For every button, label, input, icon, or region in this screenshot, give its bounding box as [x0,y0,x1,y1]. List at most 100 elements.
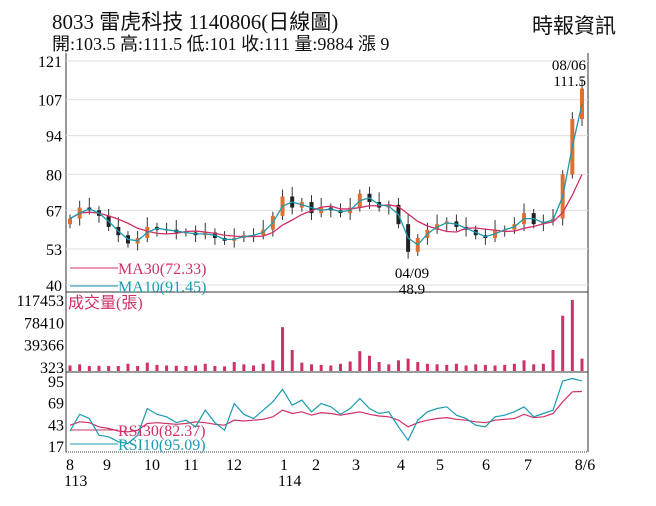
ma30-line [69,174,583,238]
volume-bar [541,363,545,371]
volume-bar [126,363,130,371]
volume-bar [396,360,400,371]
volume-bar [300,362,304,371]
volume-bar [445,364,449,371]
volume-bar [406,358,410,371]
x-tick-label: 1 [280,457,288,474]
candle-body [68,218,72,225]
volume-bar [483,364,487,371]
x-tick-label: 2 [312,457,320,474]
volume-bar [165,365,169,371]
brand-logo: 時報資訊 [532,14,616,38]
volume-bar [252,365,256,371]
x-tick-label: 7 [524,457,532,474]
volume-bar [532,364,536,371]
y-tick-label: 80 [46,167,62,184]
y-tick-label: 39366 [24,338,64,355]
volume-bar [561,315,565,371]
volume-bar [194,365,198,371]
volume-bar [271,360,275,371]
x-tick-label: 12 [226,457,242,474]
volume-bar [184,366,188,371]
y-tick-label: 69 [48,396,64,413]
volume-bar [493,365,497,371]
y-tick-label: 40 [46,278,62,295]
volume-bar [203,363,207,371]
y-tick-label: 121 [38,54,62,71]
volume-bar [464,365,468,371]
volume-bar [338,363,342,371]
volume-bar [329,365,333,371]
volume-bar [522,360,526,371]
volume-bar [68,365,72,371]
x-tick-label: 5 [436,457,444,474]
volume-bar [223,366,227,371]
x-tick-label: 11 [183,457,198,474]
y-tick-label: 95 [48,374,64,391]
volume-bar [416,362,420,371]
ma10-line [69,103,583,246]
y-tick-label: 117453 [17,293,64,310]
volume-bar [155,364,159,371]
volume-bar [425,363,429,371]
volume-bar [213,366,217,371]
y-tick-label: 43 [48,417,64,434]
volume-bar [116,366,120,371]
volume-bar [97,365,101,371]
volume-bar [319,364,323,371]
legend-label: RSI10(95.09) [118,437,206,454]
x-tick-label: 4 [397,457,405,474]
volume-bar [348,361,352,371]
volume-bar [174,365,178,371]
year-label: 114 [278,473,301,490]
volume-bar [551,350,555,371]
x-tick-label: 9 [103,457,111,474]
volume-bar [435,364,439,371]
volume-bar [580,358,584,371]
volume-bar [377,362,381,371]
rsi10-line [69,377,583,445]
volume-bar [107,366,111,371]
y-tick-label: 107 [38,93,62,110]
volume-bar [367,355,371,371]
annotation-value: 48.9 [399,282,425,298]
volume-bar [454,363,458,371]
y-tick-label: 17 [48,439,64,456]
volume-bar [387,364,391,371]
chart-title: 8033 雷虎科技 1140806(日線圖) [52,10,339,34]
annotation-date: 04/09 [395,266,429,282]
annotation-date: 08/06 [552,58,587,74]
x-tick-label: 3 [352,457,360,474]
price-stats: 開:103.5 高:111.5 低:101 收:111 量:9884 漲 9 [52,34,390,54]
legend-label: MA10(91.45) [118,279,206,296]
volume-bar [512,363,516,371]
volume-bar [310,364,314,371]
volume-bar [145,362,149,371]
y-tick-label: 53 [46,242,62,259]
y-tick-label: 67 [46,203,62,220]
volume-bar [474,364,478,371]
year-label: 113 [64,473,87,490]
volume-bar [87,366,91,371]
x-tick-label: 8/6 [575,457,595,474]
rsi30-line [69,390,583,433]
volume-bar [570,300,574,371]
x-tick-label: 8 [66,457,74,474]
volume-bar [503,364,507,371]
volume-bar [281,327,285,371]
volume-bar [358,351,362,371]
x-tick-label: 6 [482,457,490,474]
volume-bar [242,364,246,371]
volume-bar [78,364,82,371]
volume-bar [136,366,140,371]
y-tick-label: 78410 [24,315,64,332]
y-tick-label: 323 [40,360,64,377]
y-tick-label: 94 [46,129,62,146]
volume-bar [232,362,236,371]
x-tick-label: 10 [144,457,160,474]
volume-bar [290,350,294,371]
volume-bar [261,363,265,371]
annotation-value: 111.5 [553,74,586,90]
